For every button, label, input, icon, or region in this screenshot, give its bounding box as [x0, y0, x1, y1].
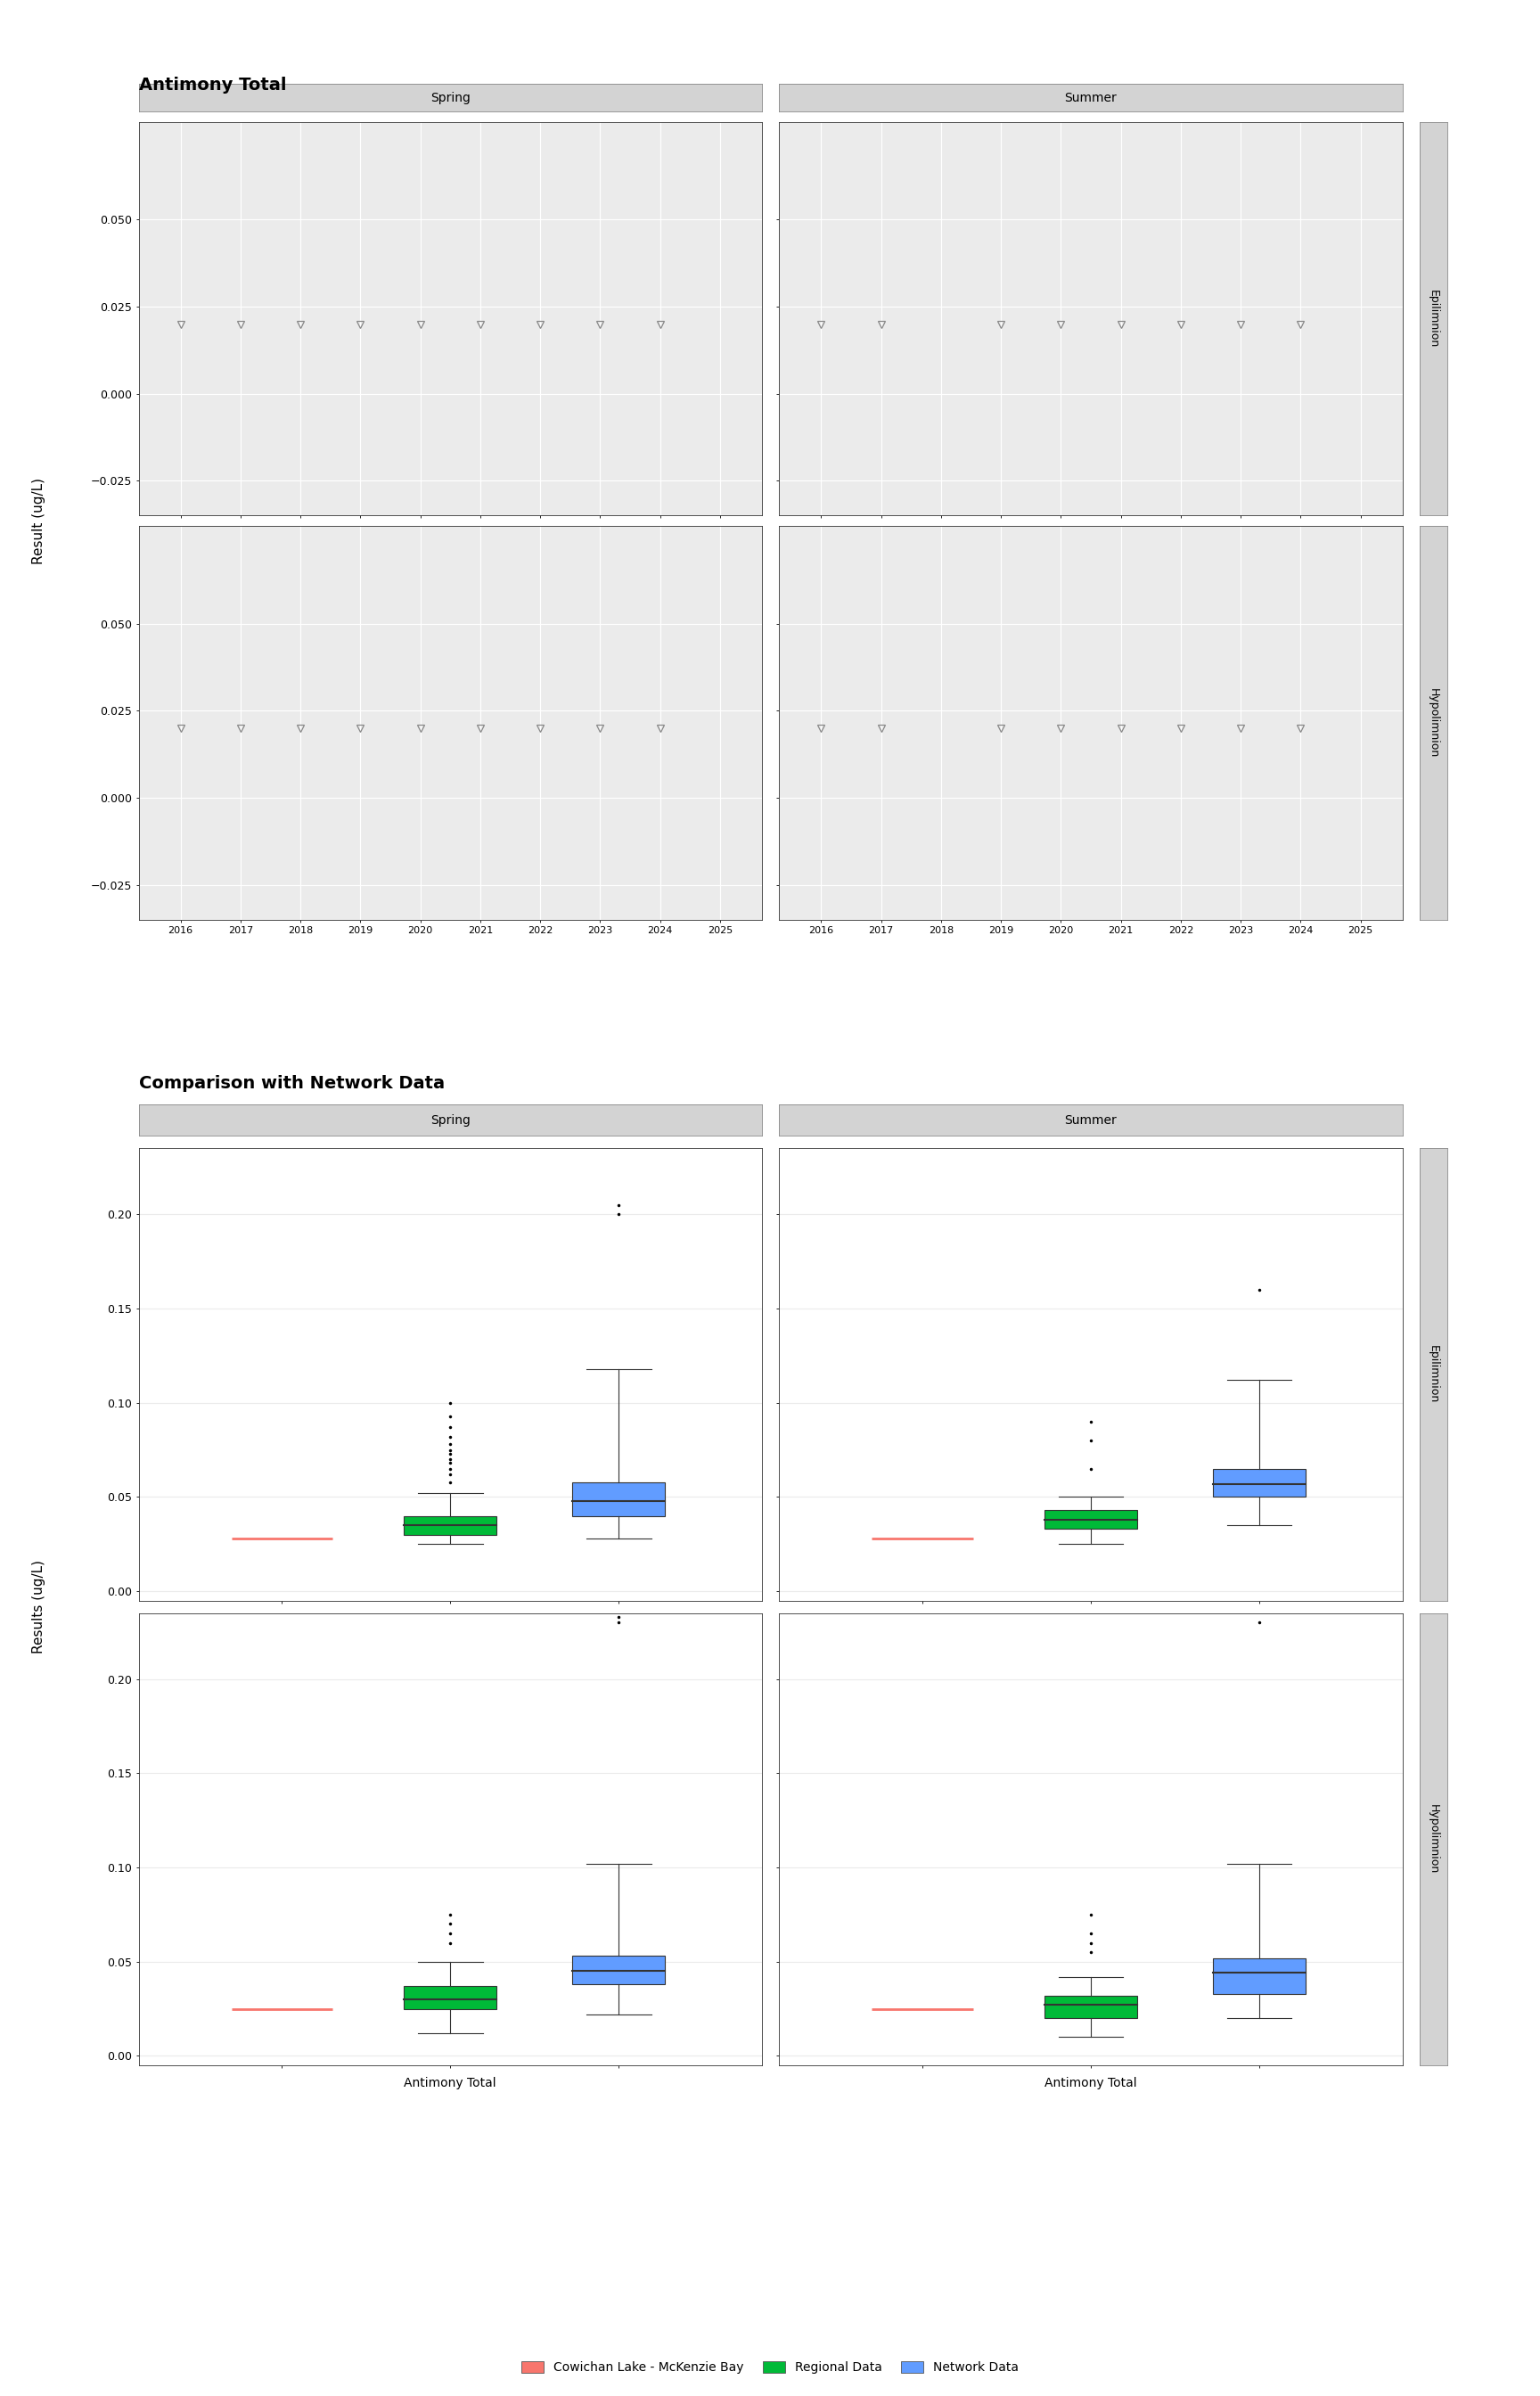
Text: Spring: Spring [430, 91, 470, 103]
Text: Antimony Total: Antimony Total [139, 77, 286, 93]
Text: Spring: Spring [430, 1114, 470, 1126]
Bar [573, 1955, 665, 1984]
X-axis label: Antimony Total: Antimony Total [403, 2077, 496, 2089]
Text: Epilimnion: Epilimnion [1428, 1347, 1440, 1404]
Bar [403, 1517, 497, 1536]
Bar [403, 1986, 497, 2008]
Text: Epilimnion: Epilimnion [1428, 290, 1440, 347]
Bar [1214, 1469, 1306, 1498]
Text: Comparison with Network Data: Comparison with Network Data [139, 1076, 445, 1093]
Text: Summer: Summer [1064, 91, 1116, 103]
X-axis label: Antimony Total: Antimony Total [1044, 2077, 1137, 2089]
Bar [1044, 1996, 1137, 2017]
Legend: Cowichan Lake - McKenzie Bay, Regional Data, Network Data: Cowichan Lake - McKenzie Bay, Regional D… [517, 2358, 1023, 2377]
Text: Result (ug/L): Result (ug/L) [32, 477, 45, 563]
Text: Results (ug/L): Results (ug/L) [32, 1560, 45, 1653]
Bar [573, 1481, 665, 1517]
Text: Summer: Summer [1064, 1114, 1116, 1126]
Text: Hypolimnion: Hypolimnion [1428, 1804, 1440, 1874]
Bar [1214, 1958, 1306, 1993]
Bar [1044, 1509, 1137, 1529]
Text: Hypolimnion: Hypolimnion [1428, 688, 1440, 757]
